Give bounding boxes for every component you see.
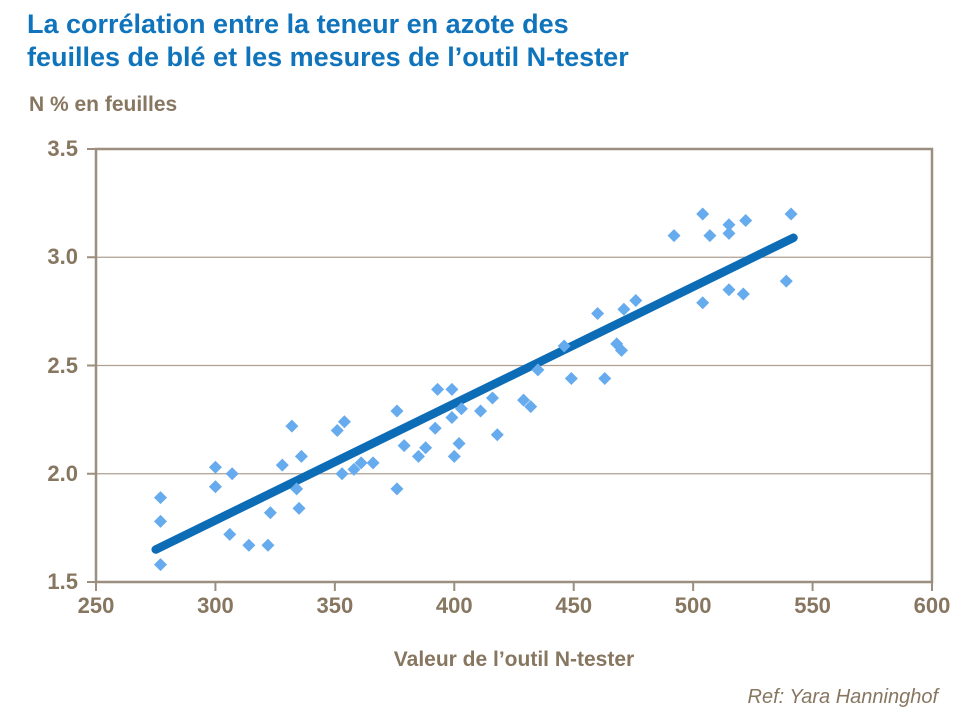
scatter-point [722,283,736,297]
scatter-point [294,449,308,463]
scatter-point [153,558,167,572]
y-tick-label: 1.5 [47,569,78,594]
scatter-point [366,456,380,470]
x-tick-label: 500 [674,593,712,618]
scatter-point [261,538,275,552]
scatter-point [431,382,445,396]
scatter-point [390,482,404,496]
y-tick-label: 3.5 [47,136,78,161]
scatter-point [223,527,237,541]
scatter-point [784,207,798,221]
scatter-point [779,274,793,288]
x-tick-label: 550 [794,593,831,618]
scatter-point [411,449,425,463]
scatter-point [667,229,681,243]
scatter-point [486,391,500,405]
scatter-point [722,226,736,240]
scatter-point [445,410,459,424]
scatter-point [225,467,239,481]
chart-title-line2: feuilles de blé et les mesures de l’outi… [27,42,629,72]
scatter-point [397,439,411,453]
scatter-point [524,400,538,414]
trend-line [151,233,798,554]
x-tick-label: 300 [197,593,234,618]
reference-note: Ref: Yara Hanninghof [747,686,939,708]
x-tick-label: 400 [435,593,473,618]
scatter-point [208,480,222,494]
scatter-point [242,538,256,552]
scatter-point [263,506,277,520]
scatter-point [474,404,488,418]
scatter-point [614,343,628,357]
scatter-point [703,229,717,243]
scatter-point [153,491,167,505]
y-tick-label: 3.0 [47,244,78,270]
scatter-point [736,287,750,301]
scatter-point [598,371,612,385]
scatter-point [564,371,578,385]
scatter-point [696,207,710,221]
scatter-point [447,449,461,463]
scatter-point [739,213,753,227]
scatter-point [696,296,710,310]
scatter-point [275,458,289,472]
scatter-point [629,294,643,308]
scatter-point [428,421,442,435]
scatter-point [335,467,349,481]
chart-title: La corrélation entre la teneur en azote … [27,8,787,74]
scatter-point [285,419,299,433]
x-tick-label: 350 [316,593,354,618]
scatter-point [445,382,459,396]
scatter-point [419,441,433,455]
scatter-point [531,363,545,377]
scatter-point [390,404,404,418]
scatter-point [330,423,344,437]
scatter-point [452,436,466,450]
scatter-point [292,501,306,515]
y-axis-title: N % en feuilles [29,93,178,116]
scatter-point [354,456,368,470]
scatter-point [337,415,351,429]
y-tick-label: 2.0 [47,460,78,486]
x-tick-label: 250 [77,593,115,618]
scatter-point [617,302,631,316]
x-axis-title: Valeur de l’outil N-tester [393,648,635,671]
scatter-point [454,402,468,416]
scatter-point [557,339,571,353]
x-tick-label: 450 [555,593,593,618]
y-tick-label: 2.5 [47,352,78,378]
scatter-point [517,393,531,407]
scatter-point [153,514,167,528]
scatter-point [490,428,504,442]
scatter-point [591,307,605,321]
scatter-point [347,462,361,476]
x-tick-label: 600 [913,593,951,618]
scatter-point [722,218,736,232]
chart-title-line1: La corrélation entre la teneur en azote … [27,9,569,39]
scatter-point [290,482,304,496]
scatter-point [208,460,222,474]
